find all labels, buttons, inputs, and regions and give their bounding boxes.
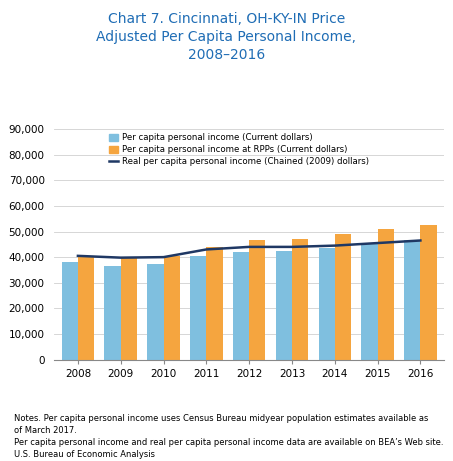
Bar [378,229,394,360]
Bar [62,262,78,360]
Bar [420,225,437,360]
Bar [318,248,335,360]
Bar [120,257,137,360]
Bar [233,252,249,360]
Bar [78,256,94,360]
Bar [361,243,378,360]
Bar [164,256,180,360]
Text: Chart 7. Cincinnati, OH-KY-IN Price
Adjusted Per Capita Personal Income,
2008–20: Chart 7. Cincinnati, OH-KY-IN Price Adju… [96,12,357,62]
Bar [105,266,120,360]
Bar [249,241,265,360]
Bar [404,241,420,360]
Text: Notes. Per capita personal income uses Census Bureau midyear population estimate: Notes. Per capita personal income uses C… [14,414,443,459]
Bar [276,251,292,360]
Bar [335,234,351,360]
Bar [206,247,222,360]
Bar [147,264,164,360]
Bar [190,256,206,360]
Bar [292,239,308,360]
Legend: Per capita personal income (Current dollars), Per capita personal income at RPPs: Per capita personal income (Current doll… [109,133,369,166]
